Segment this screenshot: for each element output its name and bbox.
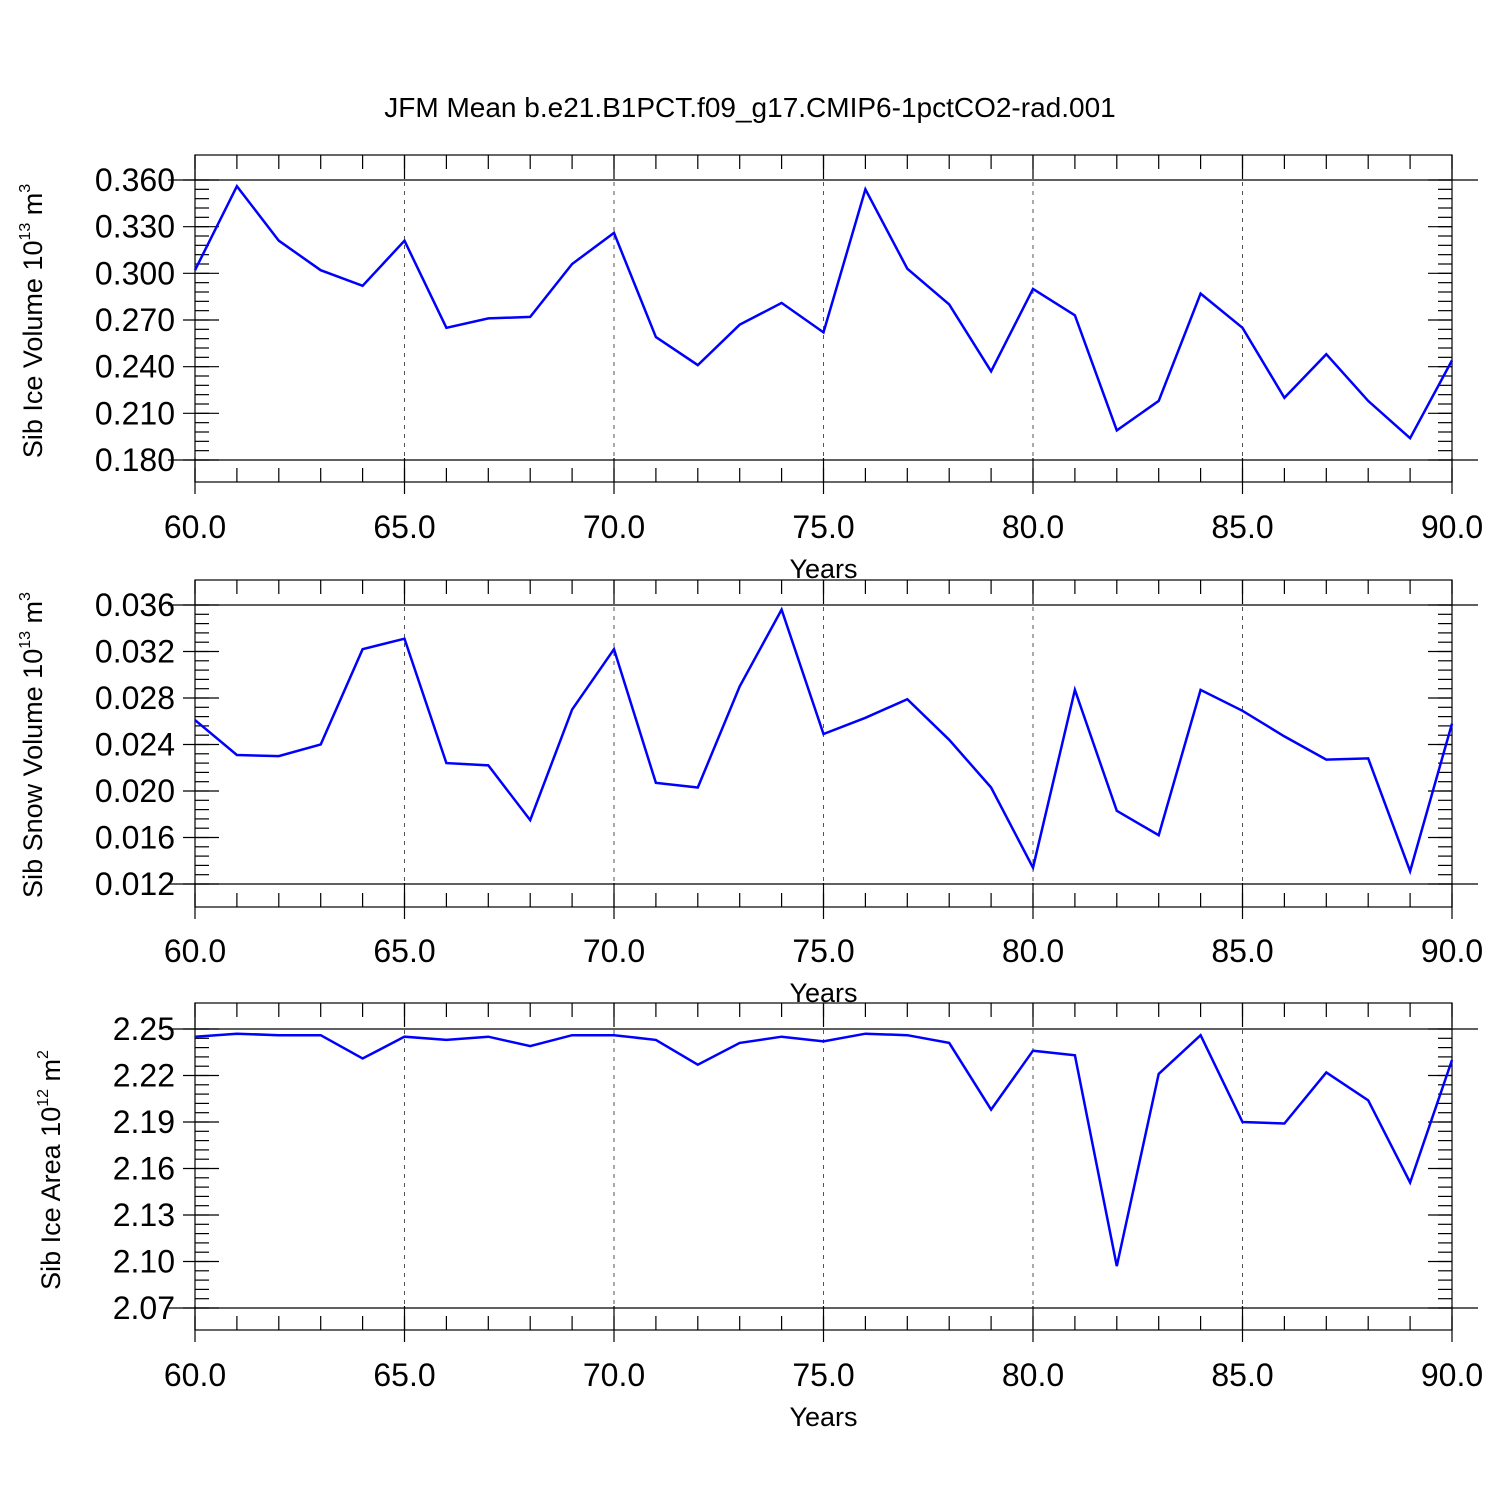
y-axis-label-superscript: 13 [17,631,34,649]
x-tick-label: 85.0 [1211,509,1273,545]
y-tick-label: 0.032 [95,634,175,670]
x-axis-label: Years [789,554,857,584]
y-tick-label: 0.016 [95,820,175,856]
x-tick-label: 80.0 [1002,509,1064,545]
x-tick-label: 75.0 [792,1357,854,1393]
y-axis-label-part: m [18,601,48,631]
x-tick-label: 75.0 [792,509,854,545]
chart-panel-2: 0.012 0.016 0.020 0.024 0.028 0.032 0.036 60.0 6… [17,579,1483,1008]
y-tick-label: 0.210 [95,395,175,431]
y-tick-label: 2.13 [113,1197,175,1233]
y-axis-label-part: m [36,1059,66,1089]
x-tick-label: 80.0 [1002,1357,1064,1393]
y-tick-label: 0.270 [95,302,175,338]
x-tick-label: 70.0 [583,933,645,969]
y-axis-label-superscript: 2 [35,1050,52,1059]
y-tick-label: 0.180 [95,442,175,478]
figure-title: JFM Mean b.e21.B1PCT.f09_g17.CMIP6-1pctC… [384,92,1115,123]
y-tick-label: 2.07 [113,1290,175,1326]
y-tick-label: 0.330 [95,209,175,245]
x-tick-label: 85.0 [1211,933,1273,969]
series-line [193,183,1454,441]
x-tick-label: 60.0 [164,933,226,969]
x-tick-label: 90.0 [1421,1357,1483,1393]
y-axis-label-part: Sib Ice Area 10 [36,1107,66,1290]
x-tick-label: 60.0 [164,1357,226,1393]
y-tick-label: 2.16 [113,1151,175,1187]
y-tick-label: 2.25 [113,1011,175,1047]
y-tick-label: 0.012 [95,866,175,902]
y-tick-label: 0.240 [95,349,175,385]
y-tick-label: 2.22 [113,1058,175,1094]
x-tick-label: 75.0 [792,933,854,969]
y-axis-label-superscript: 3 [17,184,34,193]
y-tick-label: 2.10 [113,1244,175,1280]
panels: 0.180 0.210 0.240 0.270 0.300 0.330 0.360 60.0 6… [17,154,1483,1432]
y-axis-label-superscript: 12 [35,1089,52,1107]
x-tick-label: 90.0 [1421,509,1483,545]
y-axis-label: Sib Ice Area 1012 m2 [35,1050,66,1290]
y-tick-label: 0.020 [95,773,175,809]
x-tick-label: 85.0 [1211,1357,1273,1393]
series-line [194,606,1454,876]
series-line [194,1032,1454,1267]
x-tick-label: 70.0 [583,1357,645,1393]
x-tick-label: 80.0 [1002,933,1064,969]
y-axis-label-part: m [18,193,48,223]
chart-panel-3: 2.07 2.10 2.13 2.16 2.19 2.22 2.25 60.0 65.0 70.0… [35,1002,1483,1432]
x-tick-label: 90.0 [1421,933,1483,969]
y-axis-label: Sib Snow Volume 1013 m3 [17,592,48,898]
y-axis-label-part: Sib Ice Volume 10 [18,241,48,459]
y-tick-label: 2.19 [113,1104,175,1140]
y-tick-label: 0.028 [95,680,175,716]
y-tick-label: 0.300 [95,255,175,291]
x-tick-label: 65.0 [373,933,435,969]
x-tick-label: 65.0 [373,509,435,545]
x-tick-label: 60.0 [164,509,226,545]
x-tick-label: 65.0 [373,1357,435,1393]
y-tick-label: 0.024 [95,727,175,763]
x-axis-label: Years [789,1402,857,1432]
y-axis-label-superscript: 13 [17,223,34,241]
y-axis-label-part: Sib Snow Volume 10 [18,649,48,898]
y-axis-label: Sib Ice Volume 1013 m3 [17,184,48,458]
chart-panel-1: 0.180 0.210 0.240 0.270 0.300 0.330 0.360 60.0 6… [17,154,1483,584]
y-tick-label: 0.036 [95,587,175,623]
x-tick-label: 70.0 [583,509,645,545]
y-tick-label: 0.360 [95,162,175,198]
y-axis-label-superscript: 3 [17,592,34,601]
